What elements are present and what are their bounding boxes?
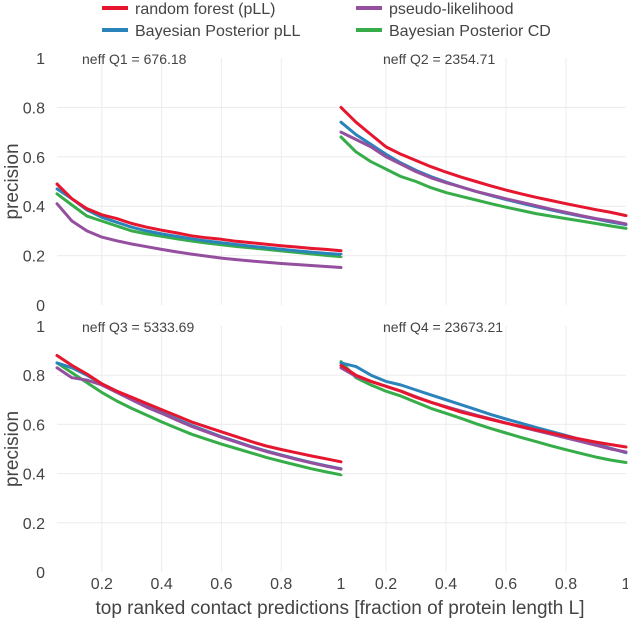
series-line-random-forest-pll	[55, 354, 343, 464]
x-tick-label: 0.8	[555, 576, 577, 593]
series-line-pseudo-likelihood	[55, 202, 343, 269]
legend-label: random forest (pLL)	[135, 1, 276, 18]
panel-title: neff Q3 = 5333.69	[82, 319, 194, 335]
x-tick-label: 0.8	[270, 576, 292, 593]
panel-title: neff Q2 = 2354.71	[383, 51, 495, 67]
y-axis-label: precision	[2, 411, 23, 487]
x-tick-label: 0.4	[151, 576, 173, 593]
panel-1: neff Q1 = 676.18 0 0.2 0.4 0.6 0.8 1 precision	[2, 51, 343, 315]
y-tick-label: 0.6	[23, 417, 45, 434]
panel-2: neff Q2 = 2354.71	[339, 51, 628, 305]
legend-label: pseudo-likelihood	[389, 1, 514, 18]
series-line-bayesian-posterior-pll	[55, 187, 343, 256]
legend-label: Bayesian Posterior CD	[389, 23, 551, 40]
x-tick-label: 0.2	[91, 576, 113, 593]
y-tick-label: 0	[36, 565, 45, 582]
legend-label: Bayesian Posterior pLL	[135, 23, 301, 40]
y-tick-label: 0	[36, 298, 45, 315]
series-line-random-forest-pll	[339, 105, 628, 218]
series-line-bayesian-posterior-pll	[339, 120, 628, 227]
panel-3: neff Q3 = 5333.69 0 0.2 0.4 0.6 0.8 1 precision…	[2, 319, 346, 593]
x-tick-label: 0.4	[435, 576, 457, 593]
x-tick-label: 1	[622, 576, 628, 593]
y-tick-label: 0.2	[23, 516, 45, 533]
series-line-random-forest-pll	[339, 363, 628, 449]
series-line-bayesian-posterior-cd	[339, 135, 628, 230]
y-tick-label: 1	[36, 319, 45, 336]
x-tick-label: 0.6	[210, 576, 232, 593]
series-line-random-forest-pll	[55, 182, 343, 253]
panel-4: neff Q4 = 23673.21 0.2 0.4 0.6 0.8 1	[339, 319, 628, 593]
legend: random forest (pLL) pseudo-likelihood Baye…	[102, 1, 551, 40]
y-tick-label: 0.8	[23, 368, 45, 385]
series-line-bayesian-posterior-cd	[55, 361, 343, 477]
panel-title: neff Q4 = 23673.21	[383, 319, 503, 335]
y-tick-label: 0.4	[23, 467, 45, 484]
y-tick-label: 0.4	[23, 199, 45, 216]
panel-title: neff Q1 = 676.18	[82, 51, 187, 67]
series-line-pseudo-likelihood	[339, 130, 628, 226]
x-axis-label: top ranked contact predictions [fraction…	[95, 598, 584, 618]
x-tick-label: 0.2	[375, 576, 397, 593]
x-tick-label: 1	[337, 576, 346, 593]
y-tick-label: 0.8	[23, 100, 45, 117]
y-tick-label: 0.2	[23, 249, 45, 266]
y-tick-label: 0.6	[23, 150, 45, 167]
series-line-bayesian-posterior-cd	[339, 360, 628, 464]
x-tick-label: 0.6	[495, 576, 517, 593]
y-axis-label: precision	[2, 143, 23, 219]
series-line-bayesian-posterior-cd	[55, 192, 343, 259]
y-tick-label: 1	[36, 51, 45, 68]
